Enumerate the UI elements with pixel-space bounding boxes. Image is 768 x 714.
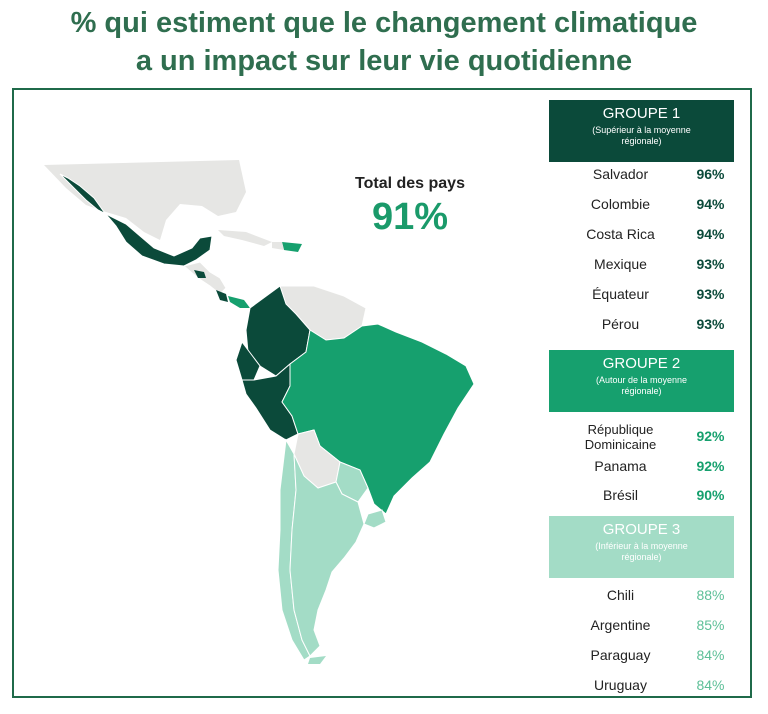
- country-value: 92%: [696, 458, 725, 474]
- total-value: 91%: [371, 196, 449, 238]
- country-name: Salvador: [592, 166, 649, 182]
- country-name: Argentine: [590, 617, 651, 633]
- map-region-dominican-republic: [282, 242, 302, 252]
- country-name: Chili: [606, 587, 635, 603]
- country-name: Brésil: [602, 487, 638, 503]
- table-row: Équateur 93%: [553, 286, 733, 310]
- country-name: Mexique: [594, 256, 647, 272]
- table-row: Chili 88%: [553, 587, 733, 611]
- country-value: 84%: [696, 647, 725, 663]
- country-value: 96%: [696, 166, 725, 182]
- map-region-salvador: [194, 270, 206, 278]
- group-3-subtitle-1: (Inférieur à la moyenne: [595, 541, 688, 551]
- group-3-subtitle-2: régionale): [621, 552, 662, 562]
- country-value: 93%: [696, 286, 725, 302]
- group-1-header: GROUPE 1 (Supérieur à la moyenne régiona…: [549, 100, 734, 162]
- table-row: Paraguay 84%: [553, 647, 733, 671]
- table-row: Argentine 85%: [553, 617, 733, 641]
- country-name: Panama: [594, 458, 647, 474]
- group-1-subtitle-2: régionale): [621, 136, 662, 146]
- country-name: Équateur: [592, 286, 649, 302]
- country-value: 92%: [696, 428, 725, 444]
- country-value: 85%: [696, 617, 725, 633]
- country-name: République Dominicaine: [553, 422, 688, 452]
- map-region-argentina: [289, 453, 365, 657]
- table-row: Salvador 96%: [553, 166, 733, 190]
- table-row: Costa Rica 94%: [553, 226, 733, 250]
- group-2-header: GROUPE 2 (Autour de la moyenne régionale…: [549, 350, 734, 412]
- map-region-costa-rica: [216, 290, 228, 302]
- country-value: 93%: [696, 256, 725, 272]
- country-name-line-1: République: [587, 422, 654, 437]
- group-1-name: GROUPE 1: [602, 105, 681, 122]
- title-line-2: a un impact sur leur vie quotidienne: [135, 45, 633, 77]
- country-value: 94%: [696, 226, 725, 242]
- title-line-1: % qui estiment que le changement climati…: [70, 7, 698, 39]
- group-3-name: GROUPE 3: [602, 521, 681, 538]
- table-row: Colombie 94%: [553, 196, 733, 220]
- country-name: Colombie: [590, 196, 651, 212]
- group-1-subtitle-1: (Supérieur à la moyenne: [592, 125, 691, 135]
- table-row: République Dominicaine 92%: [553, 422, 733, 452]
- country-name: Pérou: [601, 316, 640, 332]
- map-region-haiti: [272, 242, 284, 250]
- country-name: Costa Rica: [586, 226, 655, 242]
- group-2-subtitle-2: régionale): [621, 386, 662, 396]
- country-name-line-2: Dominicaine: [584, 437, 657, 452]
- group-3-header: GROUPE 3 (Inférieur à la moyenne régiona…: [549, 516, 734, 578]
- map-region-panama: [228, 296, 250, 308]
- country-name: Uruguay: [594, 677, 647, 693]
- map-region-brazil: [281, 323, 475, 515]
- table-row: Brésil 90%: [553, 487, 733, 511]
- country-value: 84%: [696, 677, 725, 693]
- latin-america-map: [44, 160, 475, 664]
- table-row: Panama 92%: [553, 458, 733, 482]
- country-value: 93%: [696, 316, 725, 332]
- table-row: Pérou 93%: [553, 316, 733, 340]
- country-name: Paraguay: [590, 647, 651, 663]
- map-region-cuba: [218, 230, 272, 246]
- map-region-usa: [44, 160, 246, 240]
- chart-title: % qui estiment que le changement climati…: [0, 4, 768, 80]
- group-2-subtitle-1: (Autour de la moyenne: [595, 375, 688, 385]
- map-region-mexico: [59, 173, 213, 267]
- total-label: Total des pays: [355, 175, 465, 192]
- country-value: 94%: [696, 196, 725, 212]
- table-row: Uruguay 84%: [553, 677, 733, 701]
- table-row: Mexique 93%: [553, 256, 733, 280]
- map-region-tierra-del-fuego: [308, 656, 326, 664]
- map-region-uruguay: [363, 509, 387, 529]
- group-2-name: GROUPE 2: [602, 355, 681, 372]
- country-value: 88%: [696, 587, 725, 603]
- country-value: 90%: [696, 487, 725, 503]
- chart-frame: [12, 88, 752, 698]
